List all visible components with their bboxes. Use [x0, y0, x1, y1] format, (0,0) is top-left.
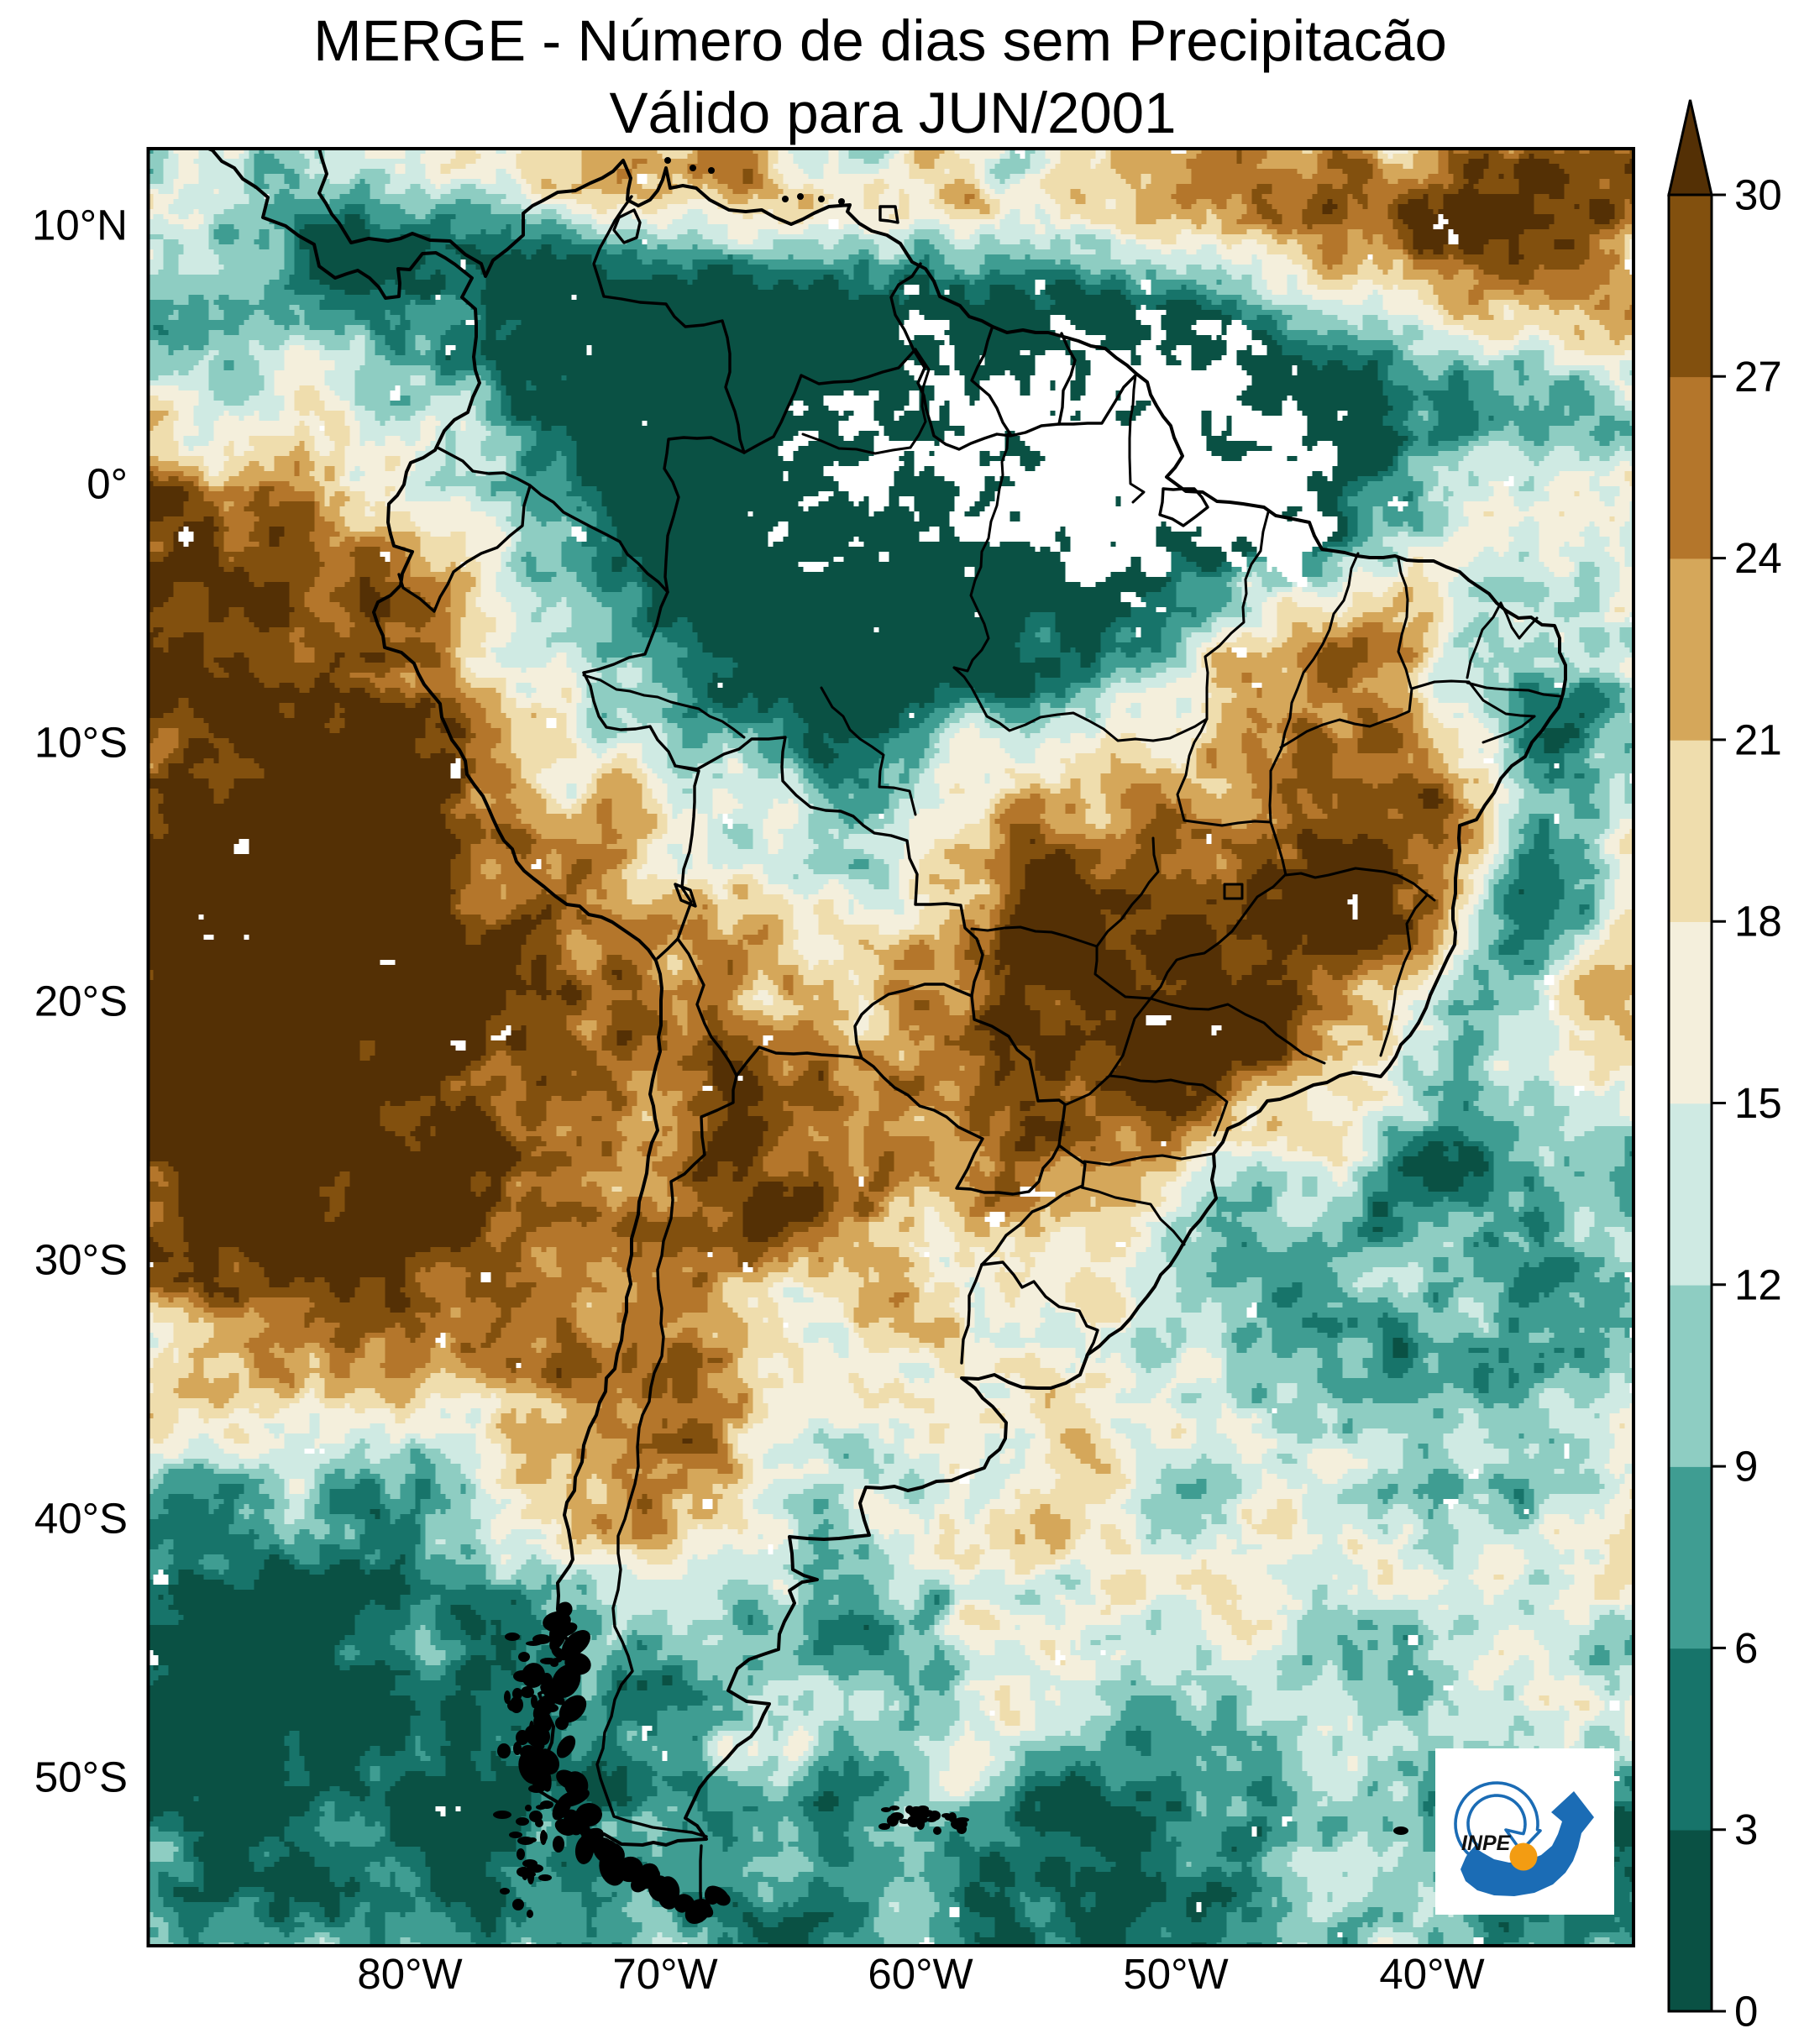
svg-text:3: 3 [1734, 1806, 1758, 1853]
svg-text:INPE: INPE [1461, 1832, 1512, 1855]
svg-text:20°S: 20°S [34, 977, 128, 1025]
svg-text:12: 12 [1734, 1260, 1782, 1308]
svg-text:50°S: 50°S [34, 1753, 128, 1801]
svg-text:21: 21 [1734, 715, 1782, 763]
svg-text:0°: 0° [87, 460, 128, 508]
svg-text:70°W: 70°W [612, 1950, 717, 1998]
svg-text:60°W: 60°W [868, 1950, 973, 1998]
svg-text:10°S: 10°S [34, 719, 128, 767]
svg-text:40°W: 40°W [1379, 1950, 1484, 1998]
svg-text:10°N: 10°N [32, 202, 128, 249]
svg-text:24: 24 [1734, 534, 1782, 582]
svg-text:27: 27 [1734, 353, 1782, 401]
svg-text:0: 0 [1734, 1988, 1758, 2036]
svg-text:40°S: 40°S [34, 1495, 128, 1543]
svg-text:18: 18 [1734, 898, 1782, 946]
svg-text:9: 9 [1734, 1443, 1758, 1491]
svg-text:Válido para JUN/2001: Válido para JUN/2001 [609, 81, 1176, 145]
svg-text:50°W: 50°W [1123, 1950, 1228, 1998]
svg-text:30: 30 [1734, 171, 1782, 219]
svg-text:80°W: 80°W [357, 1950, 462, 1998]
svg-text:15: 15 [1734, 1079, 1782, 1127]
svg-text:6: 6 [1734, 1624, 1758, 1672]
svg-text:30°S: 30°S [34, 1236, 128, 1284]
svg-text:MERGE - Número de dias sem Pre: MERGE - Número de dias sem Precipitacão [313, 8, 1447, 73]
